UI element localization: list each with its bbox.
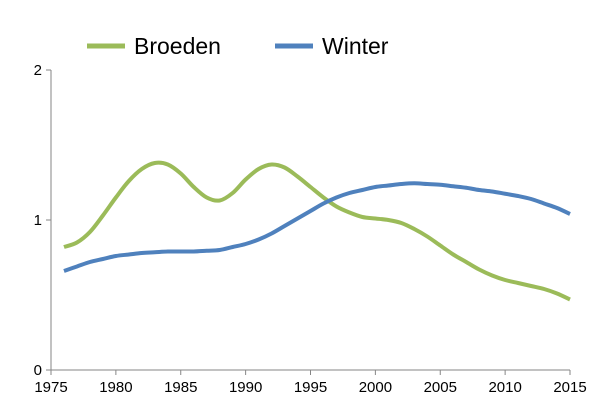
legend-label-broeden: Broeden xyxy=(134,33,221,59)
legend-label-winter: Winter xyxy=(322,33,389,59)
x-tick-label: 1995 xyxy=(294,379,327,396)
x-tick-label: 1980 xyxy=(99,379,132,396)
plot-background xyxy=(51,70,570,370)
x-tick-label: 1975 xyxy=(34,379,67,396)
y-tick-label: 2 xyxy=(34,62,42,79)
x-tick-label: 1990 xyxy=(229,379,262,396)
series-line-winter xyxy=(63,181,571,273)
series-lines xyxy=(63,160,571,302)
x-tick-label: 2000 xyxy=(359,379,392,396)
x-axis: 1975 1980 1985 1990 1995 2000 2005 2010 2015 xyxy=(34,370,587,396)
x-tick-label: 2010 xyxy=(488,379,521,396)
legend: Broeden Winter xyxy=(87,33,389,59)
y-axis: 0 1 2 xyxy=(34,62,51,379)
x-tick-label: 2005 xyxy=(424,379,457,396)
x-tick-label: 1985 xyxy=(164,379,197,396)
x-tick-label: 2015 xyxy=(553,379,586,396)
plot-area xyxy=(50,70,570,371)
y-tick-label: 0 xyxy=(34,362,42,379)
series-line-broeden xyxy=(63,160,571,302)
y-tick-label: 1 xyxy=(34,212,42,229)
